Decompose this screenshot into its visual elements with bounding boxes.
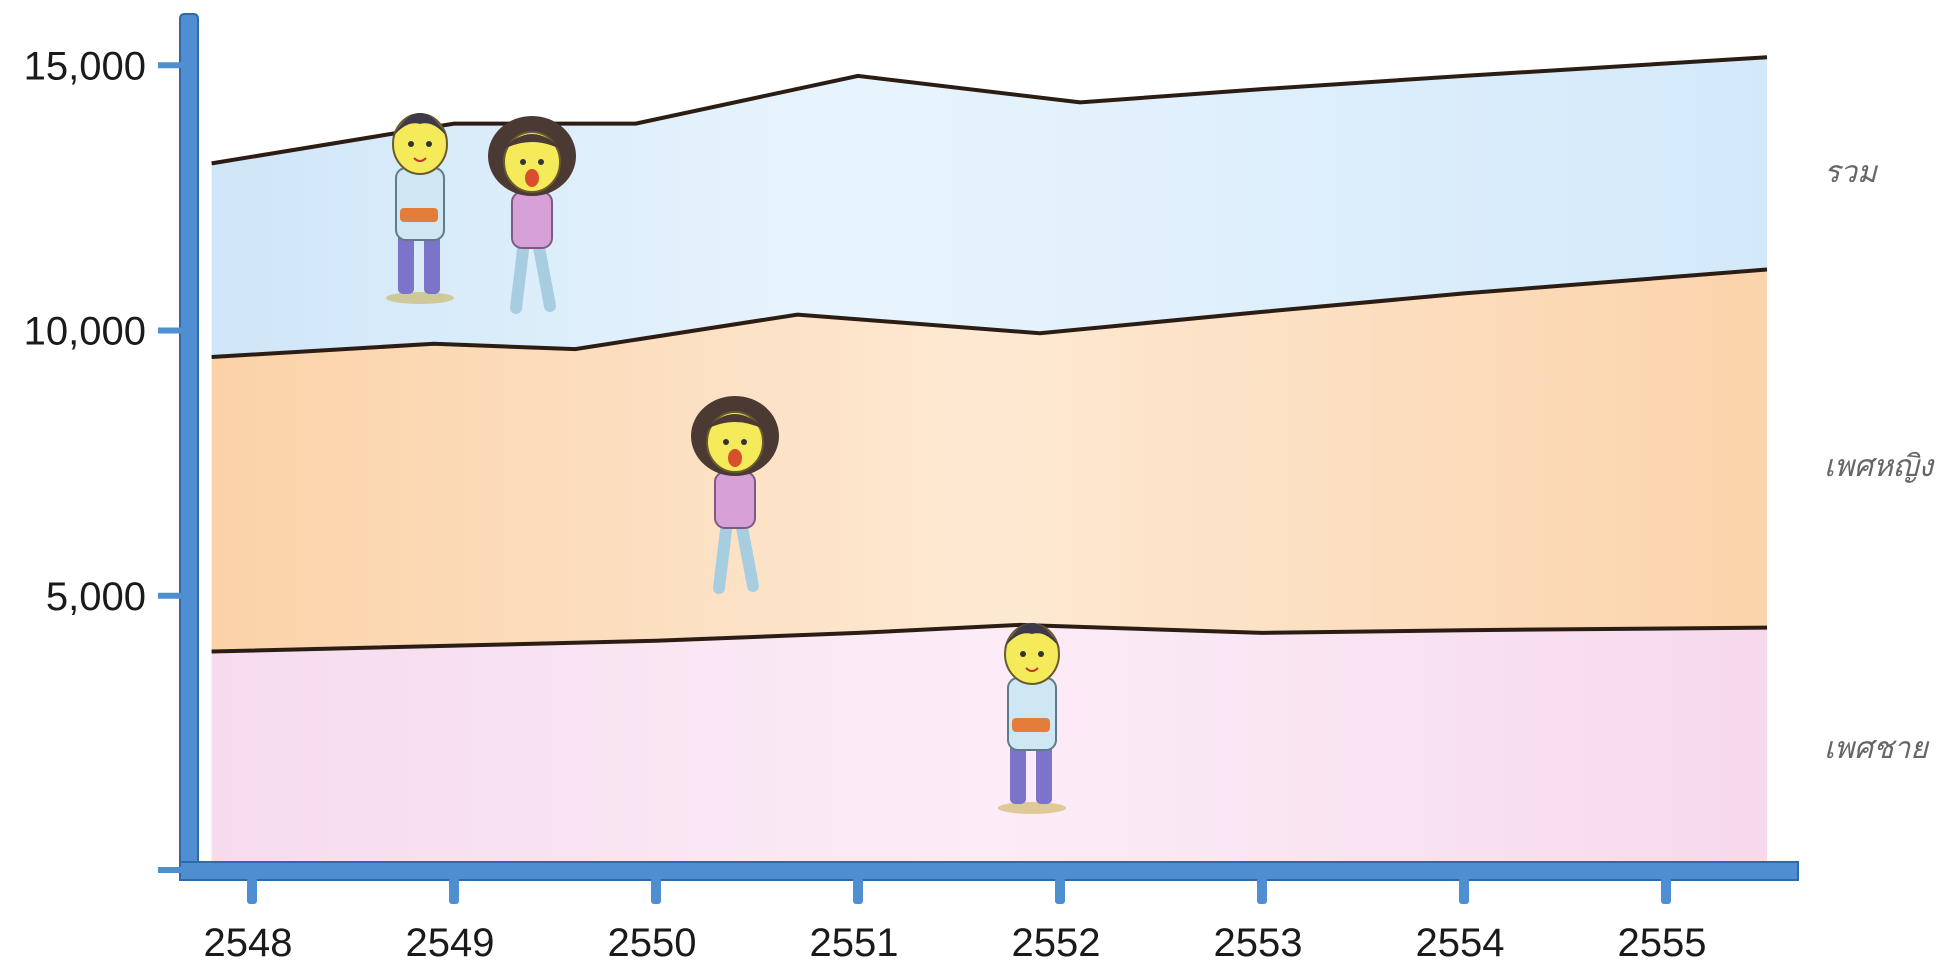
x-tick-mark — [651, 878, 661, 904]
x-tick-mark — [1661, 878, 1671, 904]
boundary-lines — [211, 55, 1768, 654]
x-tick-label: 2553 — [1214, 921, 1303, 960]
y-tick-label: 15,000 — [24, 44, 146, 88]
girl-figure — [691, 396, 779, 594]
y-tick-label: 5,000 — [46, 575, 146, 619]
y-tick-mark — [158, 592, 182, 599]
line-male-top — [211, 622, 1768, 654]
x-axis-ticks — [247, 878, 1671, 904]
x-tick-label: 2554 — [1416, 921, 1505, 960]
x-tick-mark — [449, 878, 459, 904]
area-total-band — [211, 57, 1768, 358]
line-total — [211, 55, 1768, 166]
band-label-male: เพศชาย — [1824, 731, 1930, 766]
axes — [158, 13, 1799, 904]
x-tick-mark — [1055, 878, 1065, 904]
x-tick-mark — [247, 878, 257, 904]
y-tick-mark — [158, 867, 182, 873]
band-labels: รวม เพศหญิง เพศชาย — [1824, 155, 1935, 766]
y-tick-label: 10,000 — [24, 310, 146, 354]
x-tick-label: 2555 — [1618, 921, 1707, 960]
area-female-band — [211, 269, 1768, 652]
x-tick-mark — [853, 878, 863, 904]
x-tick-label: 2551 — [810, 921, 899, 960]
x-tick-label: 2549 — [406, 921, 495, 960]
x-tick-mark — [1459, 878, 1469, 904]
y-axis-bar — [179, 13, 199, 881]
x-tick-label: 2552 — [1012, 921, 1101, 960]
x-tick-label: 2548 — [204, 921, 293, 960]
y-tick-labels: 5,000 10,000 15,000 — [24, 44, 146, 619]
x-tick-label: 2550 — [608, 921, 697, 960]
girl-figure — [488, 116, 576, 314]
area-male-band — [211, 624, 1768, 861]
band-areas — [211, 57, 1768, 861]
band-label-female: เพศหญิง — [1824, 449, 1935, 484]
x-axis-bar — [179, 861, 1799, 881]
cartoon-figures — [386, 113, 1066, 814]
y-axis-ticks — [158, 62, 182, 873]
x-tick-labels: 2548 2549 2550 2551 2552 2553 2554 2555 — [204, 921, 1707, 960]
line-female-top — [211, 267, 1768, 359]
boy-figure — [998, 623, 1066, 814]
boy-figure — [386, 113, 454, 304]
x-tick-mark — [1257, 878, 1267, 904]
band-label-total: รวม — [1824, 155, 1879, 190]
y-tick-mark — [158, 62, 182, 69]
y-tick-mark — [158, 327, 182, 334]
